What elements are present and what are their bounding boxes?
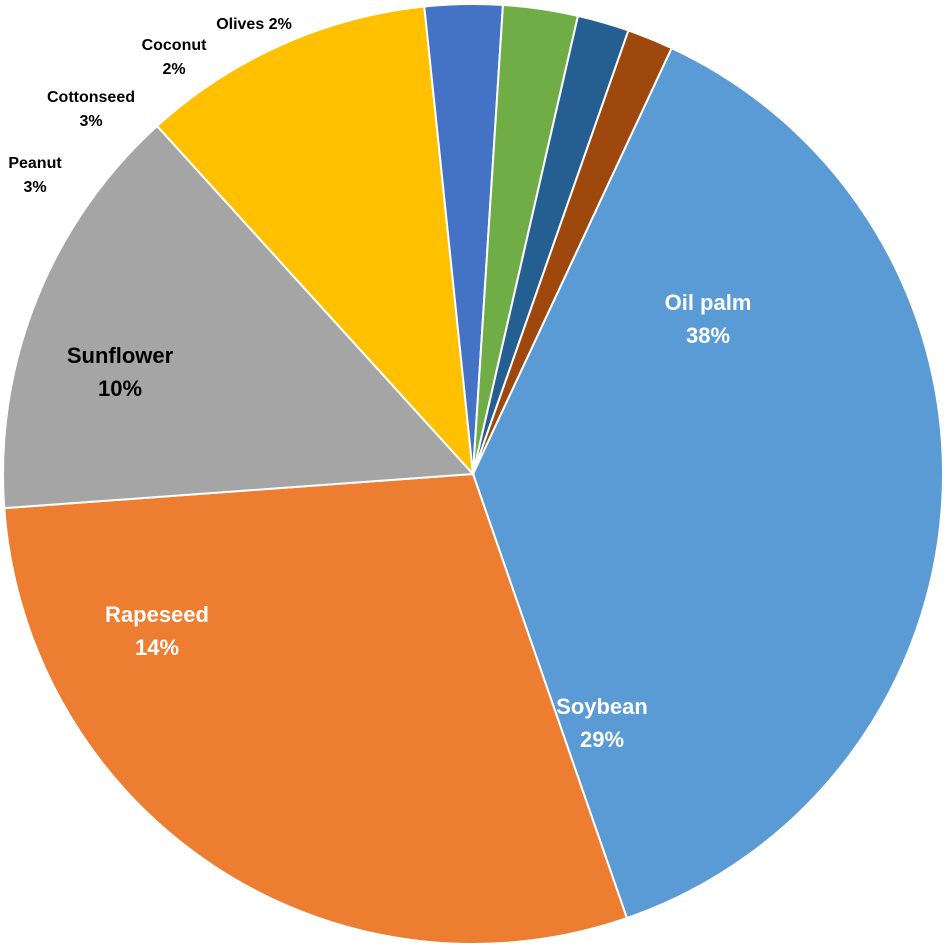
pie-label-name-sunflower: Sunflower [67, 343, 174, 368]
pie-labels: Oil palm 38% Soybean 29% Rapeseed 14% Sunflowe… [8, 16, 751, 752]
pie-label-name: Olives [216, 16, 264, 33]
pie-label-olives: Olives 2% [216, 16, 292, 33]
pie-label-name-coconut: Coconut [142, 37, 208, 54]
pie-label-percent: 2% [264, 16, 292, 33]
pie-slices [1, 3, 944, 945]
pie-label-percent-cottonseed: 3% [79, 113, 102, 130]
pie-label-percent-soybean: 29% [580, 727, 624, 752]
pie-label-percent-oil-palm: 38% [686, 323, 730, 348]
pie-slice-soybean [3, 472, 629, 945]
pie-label-percent-peanut: 3% [23, 179, 46, 196]
pie-label-name-oil-palm: Oil palm [665, 290, 752, 315]
pie-slice-olives [472, 29, 673, 475]
pie-label-name-soybean: Soybean [556, 694, 648, 719]
pie-label-name-cottonseed: Cottonseed [47, 89, 135, 106]
pie-label-name-rapeseed: Rapeseed [105, 602, 209, 627]
pie-label-percent-sunflower: 10% [98, 376, 142, 401]
pie-slice-rapeseed [1, 124, 476, 510]
pie-label-percent-coconut: 2% [162, 61, 185, 78]
pie-slice-oil-palm [471, 46, 944, 920]
pie-slice-sunflower [155, 5, 475, 477]
pie-label-percent-rapeseed: 14% [135, 635, 179, 660]
pie-label-name-peanut: Peanut [8, 155, 62, 172]
